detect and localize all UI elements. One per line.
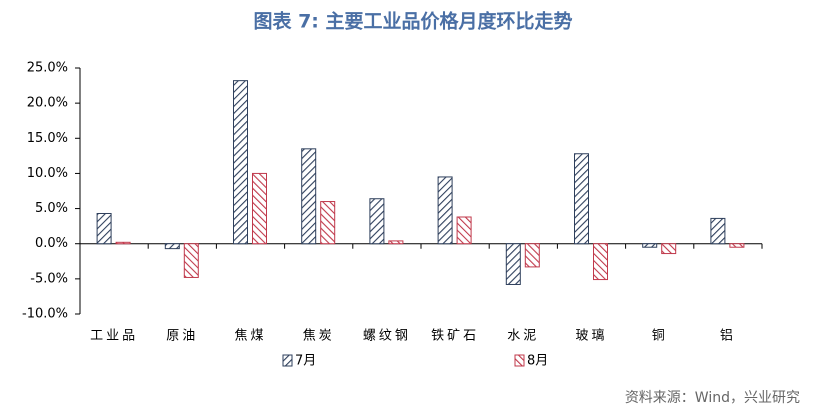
x-tick-label: 水泥: [507, 329, 539, 344]
chart-title: 图表 7: 主要工业品价格月度环比走势: [253, 10, 572, 33]
legend-label: 8月: [527, 354, 548, 369]
bar: [115, 241, 131, 245]
legend-swatch: [282, 354, 293, 367]
bar: [96, 212, 112, 245]
bar: [710, 217, 726, 245]
bar: [437, 176, 453, 245]
y-tick-label: 10.0%: [27, 166, 68, 181]
bar: [661, 243, 677, 255]
x-tick-label: 焦炭: [303, 329, 335, 344]
bar: [252, 172, 267, 245]
bar: [642, 243, 658, 248]
bar: [164, 243, 180, 250]
bar: [320, 201, 336, 245]
bar: [233, 80, 248, 245]
x-tick-label: 铁矿石: [431, 329, 479, 344]
bar: [456, 216, 472, 245]
y-tick-label: -10.0%: [22, 307, 68, 322]
y-tick-label: -5.0%: [30, 271, 68, 286]
bar: [729, 243, 745, 248]
x-tick-label: 焦煤: [234, 329, 266, 344]
bar: [505, 243, 521, 285]
y-tick-label: 0.0%: [35, 236, 68, 251]
bar: [524, 243, 540, 268]
legend-label: 7月: [295, 354, 316, 369]
x-tick-label: 铝: [720, 329, 736, 344]
bar: [388, 240, 404, 245]
x-tick-label: 玻璃: [575, 329, 607, 344]
x-tick-label: 铜: [652, 329, 668, 344]
bar: [369, 198, 385, 245]
bar: [301, 148, 317, 245]
x-tick-label: 螺纹钢: [363, 329, 411, 344]
y-tick-label: 25.0%: [27, 61, 68, 76]
y-tick-label: 5.0%: [35, 201, 68, 216]
x-tick-label: 原油: [166, 329, 198, 344]
source-note: 资料来源：Wind，兴业研究: [625, 390, 800, 406]
legend-swatch: [514, 354, 525, 367]
y-tick-label: 15.0%: [27, 131, 68, 146]
bar: [593, 243, 608, 281]
bar: [183, 243, 199, 278]
bar: [574, 153, 589, 245]
y-tick-label: 20.0%: [27, 96, 68, 111]
x-tick-label: 工业品: [90, 329, 138, 344]
